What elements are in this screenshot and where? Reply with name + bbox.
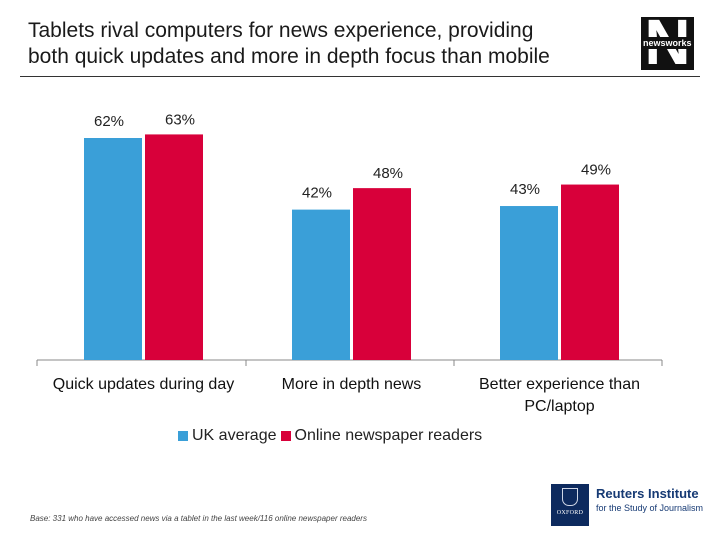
bar-online-readers-2 — [561, 184, 619, 360]
category-label-0-line-0: Quick updates during day — [53, 376, 234, 393]
reuters-institute-subtitle: for the Study of Journalism — [596, 503, 704, 513]
oxford-university-logo: OXFORD — [551, 484, 589, 526]
data-label-uk-average-0: 62% — [94, 113, 124, 130]
bar-online-readers-1 — [353, 188, 411, 360]
legend-item-uk-average: UK average — [178, 427, 277, 445]
bar-chart: 62% 42% 43% 63% 48% 49% Quick updates during d… — [36, 111, 663, 415]
data-label-online-readers-0: 63% — [165, 111, 195, 128]
bar-uk-average-2 — [500, 206, 558, 360]
newsworks-logo-wordmark: newsworks — [641, 37, 694, 49]
category-label-1-line-0: More in depth news — [282, 376, 422, 393]
oxford-wordmark: OXFORD — [556, 510, 584, 516]
data-label-online-readers-2: 49% — [581, 162, 611, 179]
bar-uk-average-1 — [292, 209, 350, 360]
category-label-2-line-0: Better experience than — [479, 376, 640, 393]
bar-online-readers-0 — [145, 134, 203, 360]
base-footnote: Base: 331 who have accessed news via a t… — [30, 514, 367, 523]
bar-uk-average-0 — [84, 138, 142, 360]
legend-label-uk-average: UK average — [192, 427, 277, 444]
oxford-crest-icon — [562, 488, 578, 506]
category-label-2-line-1: PC/laptop — [524, 398, 594, 415]
legend-swatch-uk-average — [178, 431, 188, 441]
legend-swatch-online-readers — [280, 431, 291, 441]
data-label-online-readers-1: 48% — [373, 165, 403, 182]
legend-label-online-readers: Online newspaper readers — [294, 427, 483, 444]
data-label-uk-average-1: 42% — [302, 185, 332, 202]
reuters-institute-name: Reuters Institute — [596, 486, 699, 501]
title-divider — [20, 76, 700, 77]
newsworks-logo: N newsworks — [641, 17, 694, 70]
title-line-2: both quick updates and more in depth foc… — [28, 45, 550, 68]
chart-legend: UK average Online newspaper readers — [178, 426, 486, 446]
legend-item-online-readers: Online newspaper readers — [280, 427, 483, 445]
title-line-1: Tablets rival computers for news experie… — [28, 19, 534, 42]
chart-title: Tablets rival computers for news experie… — [28, 18, 618, 70]
data-label-uk-average-2: 43% — [510, 181, 540, 198]
